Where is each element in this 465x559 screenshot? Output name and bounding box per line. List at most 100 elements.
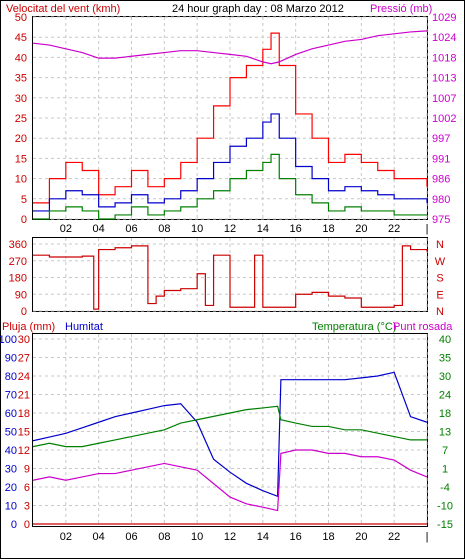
temperature-y-tick: 7 xyxy=(442,445,448,457)
pressure-y-tick: 997 xyxy=(432,133,450,145)
wind-panel-frame xyxy=(32,16,428,220)
climate-x-tick: 18 xyxy=(322,531,334,543)
temperature-y-tick: 30 xyxy=(439,371,451,383)
wind-y-tick: 30 xyxy=(15,93,27,105)
direction-y-tick: 90 xyxy=(15,289,27,301)
climate-x-tick: 10 xyxy=(191,531,203,543)
rain-y-tick: 18 xyxy=(18,408,30,420)
temperature-y-tick: -10 xyxy=(437,501,453,513)
humidity-y-tick: 90 xyxy=(5,353,17,365)
wind-y-tick: 50 xyxy=(15,12,27,24)
compass-label: N xyxy=(436,239,444,251)
rain-y-tick: 0 xyxy=(24,519,30,531)
wind-x-tick: 06 xyxy=(125,223,137,235)
climate-x-tick: 02 xyxy=(60,531,72,543)
pressure-y-tick: 1018 xyxy=(432,52,456,64)
wind-y-tick: 20 xyxy=(15,133,27,145)
humidity-y-tick: 50 xyxy=(5,427,17,439)
humidity-y-tick: 40 xyxy=(5,445,17,457)
wind-y-tick: 0 xyxy=(21,214,27,226)
wind-x-tick: 08 xyxy=(158,223,170,235)
direction-y-tick: 270 xyxy=(9,256,27,268)
wind-y-tick: 40 xyxy=(15,52,27,64)
pressure-y-tick: 986 xyxy=(432,174,450,186)
humidity-y-tick: 100 xyxy=(0,334,17,346)
climate-x-tick: 04 xyxy=(93,531,105,543)
temperature-y-tick: 1 xyxy=(442,464,448,476)
wind-x-tick: 02 xyxy=(60,223,72,235)
wind-y-tick: 5 xyxy=(21,194,27,206)
series-temperature-line xyxy=(32,405,427,448)
series-gust-line xyxy=(33,32,428,204)
compass-label: S xyxy=(436,273,443,285)
climate-x-tick: 12 xyxy=(224,531,236,543)
humidity-y-tick: 60 xyxy=(5,408,17,420)
pressure-y-tick: 1024 xyxy=(432,32,456,44)
wind-x-tick: 10 xyxy=(191,223,203,235)
climate-x-tick: 06 xyxy=(125,531,137,543)
pressure-y-tick: 1002 xyxy=(432,113,456,125)
rain-y-tick: 9 xyxy=(24,464,30,476)
series-dewpoint-line xyxy=(32,449,428,512)
climate-x-tick: 20 xyxy=(355,531,367,543)
compass-label: W xyxy=(435,256,446,268)
climate-x-tick: 16 xyxy=(290,531,302,543)
temperature-y-tick: 40 xyxy=(439,334,451,346)
rain-y-tick: 3 xyxy=(24,501,30,513)
temperature-y-tick: 24 xyxy=(439,390,451,402)
climate-x-tick: | xyxy=(426,531,429,543)
compass-label: E xyxy=(436,289,443,301)
temperature-y-tick: -4 xyxy=(440,482,450,494)
direction-y-tick: 180 xyxy=(9,273,27,285)
humidity-y-tick: 70 xyxy=(5,390,17,402)
temperature-y-tick: -15 xyxy=(437,519,453,531)
humidity-y-tick: 0 xyxy=(11,519,17,531)
temperature-y-tick: 13 xyxy=(439,427,451,439)
wind-y-tick: 15 xyxy=(15,153,27,165)
rain-y-tick: 21 xyxy=(18,390,30,402)
wind-x-tick: 22 xyxy=(388,223,400,235)
wind-speed-axis-title: Velocitat del vent (kmh) xyxy=(6,3,120,15)
temperature-axis-title: Temperatura (°C) xyxy=(312,321,396,333)
series-pressure-line xyxy=(32,30,428,65)
pressure-axis-title: Pressió (mb) xyxy=(370,3,432,15)
humidity-y-tick: 20 xyxy=(5,482,17,494)
wind-y-tick: 45 xyxy=(15,32,27,44)
compass-label: N xyxy=(436,306,444,318)
series-direction-line xyxy=(33,245,428,310)
pressure-y-tick: 1029 xyxy=(432,12,456,24)
direction-y-tick: 360 xyxy=(9,239,27,251)
marks-layer xyxy=(32,30,428,525)
series-humidity-line xyxy=(32,371,428,498)
labels-layer: 0510152025303540455097598098699199710021… xyxy=(0,12,456,543)
rain-y-tick: 6 xyxy=(24,482,30,494)
series-min-line xyxy=(33,153,427,220)
rain-axis-title: Pluja (mm) xyxy=(2,321,55,333)
climate-x-tick: 22 xyxy=(388,531,400,543)
humidity-axis-title: Humitat xyxy=(65,321,103,333)
dewpoint-axis-title: Punt rosada xyxy=(393,321,453,333)
wind-x-tick: 12 xyxy=(224,223,236,235)
pressure-y-tick: 980 xyxy=(432,194,450,206)
wind-x-tick: 20 xyxy=(355,223,367,235)
wind-x-tick: 14 xyxy=(257,223,269,235)
wind-y-tick: 10 xyxy=(15,174,27,186)
pressure-y-tick: 1013 xyxy=(432,73,456,85)
chart-title: 24 hour graph day : 08 Marzo 2012 xyxy=(172,3,344,15)
rain-y-tick: 30 xyxy=(18,334,30,346)
direction-y-tick: 0 xyxy=(21,306,27,318)
rain-y-tick: 27 xyxy=(18,353,30,365)
wind-y-tick: 25 xyxy=(15,113,27,125)
temperature-y-tick: 35 xyxy=(439,353,451,365)
series-avg-line xyxy=(33,113,428,212)
humidity-y-tick: 80 xyxy=(5,371,17,383)
wind-x-tick: | xyxy=(426,223,429,235)
wind-x-tick: 18 xyxy=(322,223,334,235)
humidity-y-tick: 30 xyxy=(5,464,17,476)
climate-x-tick: 14 xyxy=(257,531,269,543)
rain-y-tick: 15 xyxy=(18,427,30,439)
humidity-y-tick: 10 xyxy=(5,501,17,513)
rain-y-tick: 24 xyxy=(18,371,30,383)
